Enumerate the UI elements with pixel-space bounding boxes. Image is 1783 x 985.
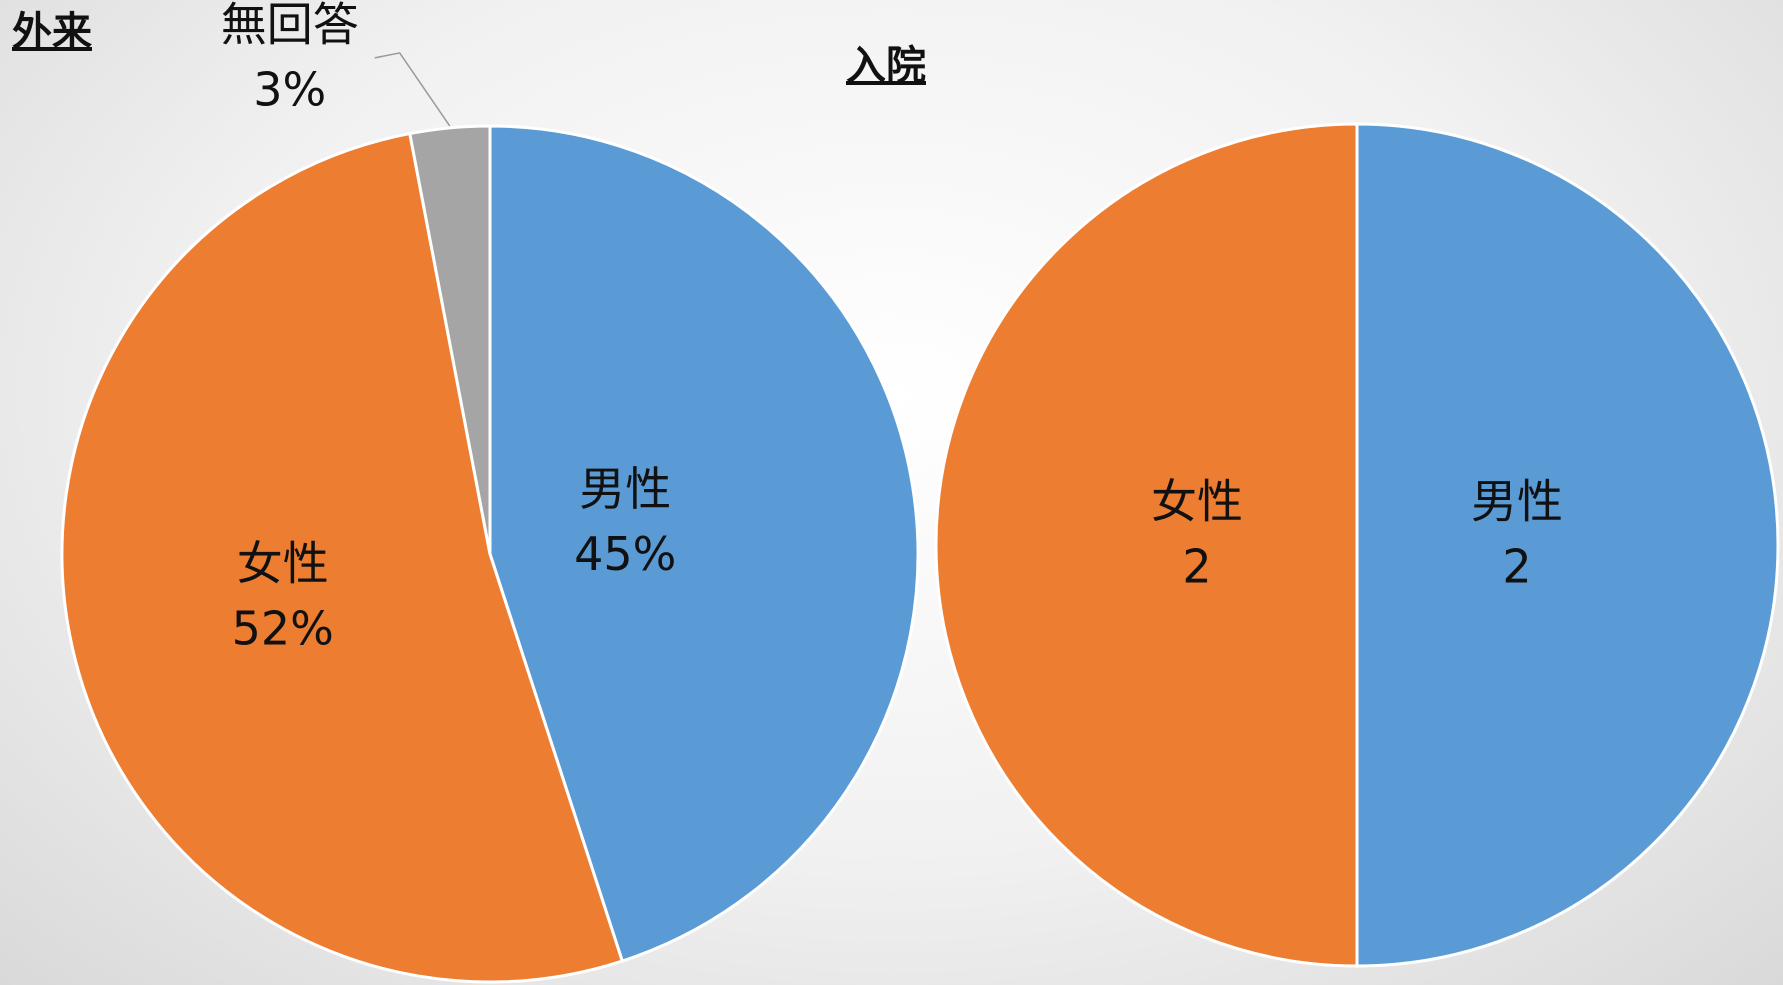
slice-category-label: 男性 bbox=[579, 462, 671, 516]
pie-slice bbox=[934, 122, 1359, 968]
slice-category-label: 男性 bbox=[1471, 475, 1563, 529]
slice-value-label: 2 bbox=[1502, 540, 1531, 594]
pie-slice bbox=[1355, 122, 1780, 968]
pie-slice bbox=[488, 124, 920, 963]
slice-category-label: 女性 bbox=[1151, 475, 1243, 529]
chart-title: 入院 bbox=[846, 43, 926, 89]
leader-line bbox=[374, 52, 451, 127]
slice-value-label: 45% bbox=[574, 527, 676, 581]
pie-slice bbox=[408, 124, 492, 555]
slice-value-label: 3% bbox=[253, 62, 326, 116]
slice-category-label: 無回答 bbox=[221, 0, 359, 51]
chart-title: 外来 bbox=[12, 9, 92, 55]
pie-slice bbox=[60, 131, 625, 984]
slice-category-label: 女性 bbox=[237, 537, 329, 591]
slice-value-label: 2 bbox=[1182, 540, 1211, 594]
slice-value-label: 52% bbox=[232, 602, 334, 656]
